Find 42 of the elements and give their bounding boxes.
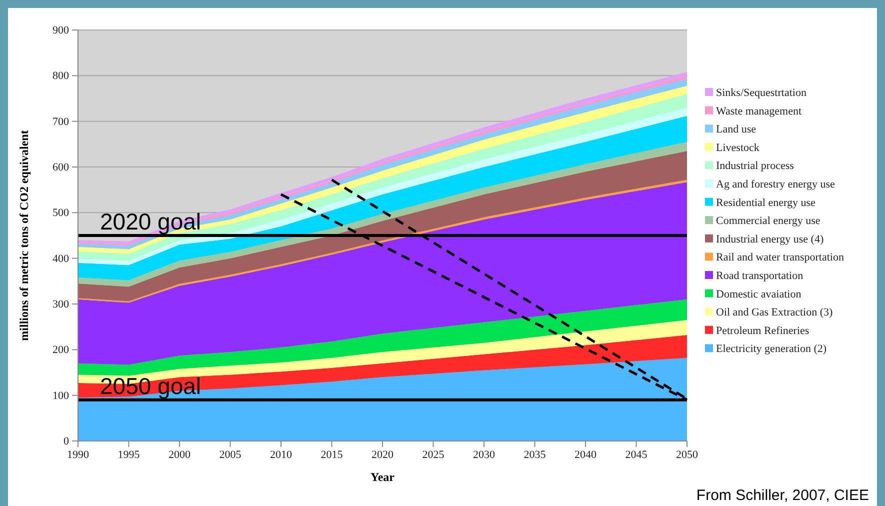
text: From Schiller, 2007, CIEE — [696, 487, 869, 504]
ref-line-label: 2020 goal — [100, 208, 202, 234]
y-tick-label: 0 — [64, 436, 70, 448]
x-tick-label: 2015 — [320, 448, 344, 461]
legend-label: Rail and water transportation — [716, 252, 844, 264]
y-tick-label: 500 — [52, 207, 70, 220]
x-tick-label: 2005 — [219, 448, 242, 461]
y-tick-label: 900 — [52, 24, 70, 37]
y-axis-title: millions of metric tons of CO2 equivalent — [17, 130, 31, 341]
x-tick-label: 2010 — [270, 448, 292, 461]
x-axis-title: Year — [370, 470, 396, 484]
legend-label: Industrial process — [716, 160, 794, 172]
x-tick-label: 2025 — [422, 448, 445, 461]
y-tick-label: 700 — [52, 116, 70, 128]
legend-label: Electricity generation (2) — [716, 343, 827, 356]
y-tick-label: 200 — [52, 344, 70, 356]
legend-label: Waste management — [716, 105, 802, 118]
x-tick-label: 1995 — [118, 448, 140, 461]
legend-label: Oil and Gas Extraction (3) — [716, 306, 834, 319]
legend-label: Sinks/Sequestrtation — [716, 87, 807, 99]
legend-label: Commercial energy use — [716, 215, 820, 228]
legend-label: Industrial energy use (4) — [716, 233, 824, 246]
y-tick-label: 800 — [52, 70, 70, 82]
x-tick-label: 2000 — [168, 448, 191, 461]
x-tick-label: 2050 — [676, 448, 698, 461]
x-tick-label: 2035 — [524, 448, 546, 461]
y-tick-label: 300 — [52, 298, 70, 311]
legend-label: Ag and forestry energy use — [716, 178, 836, 190]
legend-label: Domestic avaiation — [716, 288, 802, 300]
x-tick-label: 2020 — [372, 448, 394, 461]
x-tick-label: 2040 — [574, 448, 597, 461]
y-tick-label: 600 — [52, 162, 70, 174]
legend-label: Road transportation — [716, 270, 804, 282]
x-tick-label: 2030 — [473, 448, 496, 461]
y-tick-label: 400 — [52, 252, 70, 265]
y-tick-label: 100 — [52, 390, 70, 402]
legend-label: Residential energy use — [716, 196, 816, 209]
legend-label: Livestock — [716, 142, 760, 154]
x-tick-label: 2045 — [625, 448, 648, 461]
legend-label: Petroleum Refineries — [716, 324, 810, 337]
x-tick-label: 1990 — [67, 448, 90, 461]
legend-label: Land use — [716, 124, 756, 136]
